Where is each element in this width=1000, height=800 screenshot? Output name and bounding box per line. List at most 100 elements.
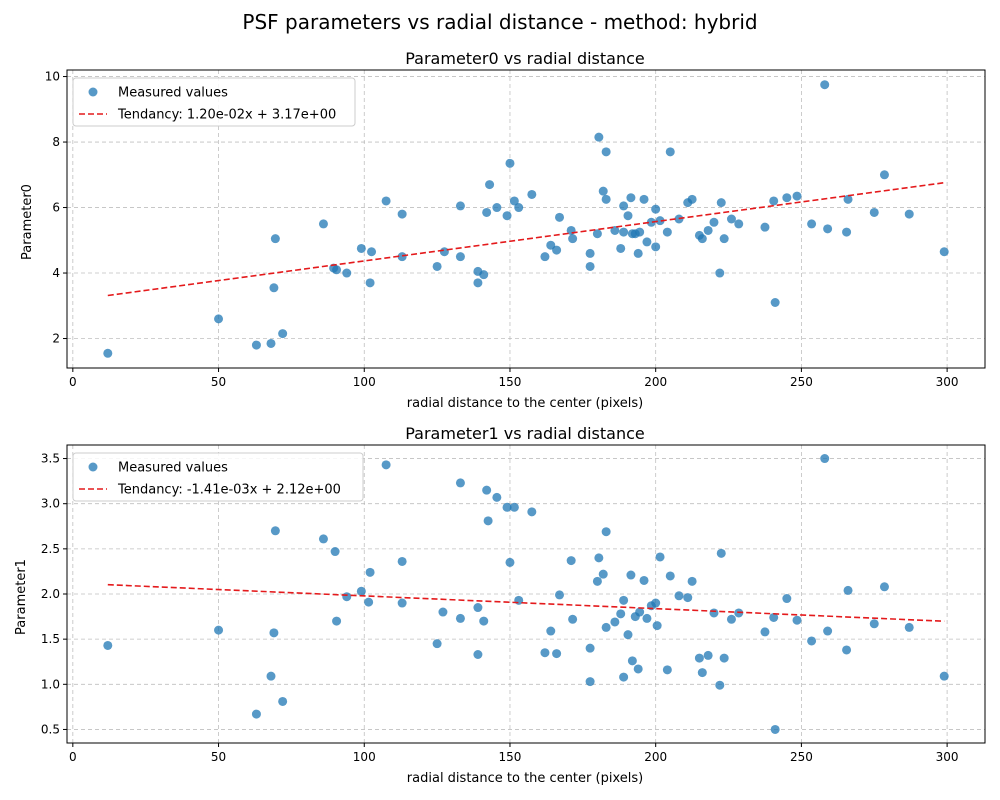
scatter-point (332, 616, 342, 626)
scatter-point (397, 598, 407, 608)
grid (67, 445, 985, 743)
scatter-point (703, 650, 713, 660)
scatter-point (642, 613, 652, 623)
scatter-point (592, 229, 602, 239)
scatter-point (479, 270, 489, 280)
scatter-point (552, 649, 562, 659)
scatter-point (594, 132, 604, 142)
scatter-point (939, 247, 949, 257)
scatter-point (709, 608, 719, 618)
scatter-point (719, 653, 729, 663)
scatter-point (278, 329, 288, 339)
scatter-point (381, 196, 391, 206)
y-tick-label: 8 (52, 135, 60, 149)
y-tick-label: 10 (45, 70, 60, 84)
scatter-point (734, 219, 744, 229)
scatter-point (716, 548, 726, 558)
scatter-point (568, 234, 578, 244)
scatter-point (687, 194, 697, 204)
scatter-point (601, 622, 611, 632)
scatter-point (939, 671, 949, 681)
scatter-point (552, 245, 562, 255)
scatter-point (792, 615, 802, 625)
scatter-point (342, 592, 352, 602)
scatter-point (665, 147, 675, 157)
y-tick-label: 4 (52, 266, 60, 280)
scatter-point (514, 203, 524, 213)
scatter-point (432, 261, 442, 271)
scatter-point (769, 196, 779, 206)
scatter-point (540, 648, 550, 658)
trend-line (107, 583, 945, 623)
scatter-point (619, 672, 629, 682)
plot-title: Parameter1 vs radial distance (405, 424, 645, 443)
scatter-point (651, 242, 661, 252)
scatter-point (509, 196, 519, 206)
scatter-point (843, 194, 853, 204)
legend-entry: Tendancy: 1.20e-02x + 3.17e+00 (117, 108, 336, 123)
scatter-point (726, 614, 736, 624)
plot-title: Parameter0 vs radial distance (405, 49, 645, 68)
scatter-point (807, 219, 817, 229)
scatter-point (483, 516, 493, 526)
scatter-point (555, 212, 565, 222)
scatter-point (651, 598, 661, 608)
scatter-point (546, 626, 556, 636)
scatter-point (639, 194, 649, 204)
scatter-point (318, 219, 328, 229)
scatter-point (473, 650, 483, 660)
scatter-point (655, 552, 665, 562)
figure-title: PSF parameters vs radial distance - meth… (242, 10, 758, 34)
scatter-point (687, 576, 697, 586)
scatter-point (473, 603, 483, 613)
scatter-point (760, 627, 770, 637)
scatter-point (485, 180, 495, 190)
scatter-point (770, 724, 780, 734)
grid (67, 70, 985, 368)
scatter-point (269, 283, 279, 293)
y-axis-label: Parameter1 (14, 559, 29, 635)
scatter-point (869, 207, 879, 217)
x-tick-label: 50 (211, 375, 226, 389)
scatter-point (623, 630, 633, 640)
scatter-point (601, 194, 611, 204)
legend-entry: Measured values (118, 86, 228, 101)
scatter-point (697, 668, 707, 678)
scatter-point (770, 298, 780, 308)
scatter-point (820, 454, 830, 464)
x-tick-label: 300 (936, 750, 959, 764)
x-tick-label: 0 (69, 375, 77, 389)
scatter-point (251, 709, 261, 719)
scatter-point (585, 248, 595, 258)
scatter-point (103, 640, 113, 650)
y-tick-label: 0.5 (41, 722, 60, 736)
scatter-point (726, 214, 736, 224)
x-tick-label: 200 (644, 375, 667, 389)
scatter-point (527, 507, 537, 517)
scatter-point (842, 645, 852, 655)
scatter-point (566, 556, 576, 566)
scatter-point (278, 696, 288, 706)
scatter-point (342, 268, 352, 278)
legend-box (72, 77, 356, 127)
plot-parameter1: Parameter1 vs radial distance radial dis… (14, 424, 986, 786)
y-tick-label: 2.0 (41, 587, 60, 601)
scatter-point (619, 595, 629, 605)
scatter-point (502, 502, 512, 512)
y-tick-label: 2 (52, 332, 60, 346)
scatter-point (635, 607, 645, 617)
scatter-point (214, 314, 224, 324)
scatter-point (270, 526, 280, 536)
scatter-point (626, 570, 636, 580)
scatter-point (266, 338, 276, 348)
scatter-point (601, 527, 611, 537)
scatter-point (397, 252, 407, 262)
scatter-point (715, 268, 725, 278)
y-tick-label: 6 (52, 201, 60, 215)
plot-parameter0: Parameter0 vs radial distance radial dis… (20, 49, 986, 411)
scatter-point (616, 243, 626, 253)
scatter-point (782, 594, 792, 604)
scatter-point (598, 186, 608, 196)
scatter-point (270, 234, 280, 244)
scatter-point (683, 593, 693, 603)
